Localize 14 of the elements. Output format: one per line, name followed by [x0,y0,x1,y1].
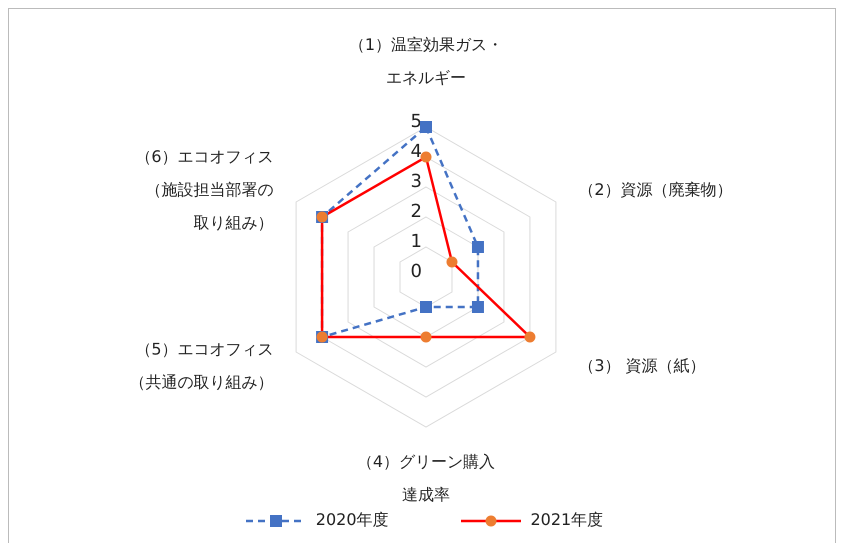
y-tick-label: 3 [410,171,422,192]
spoke-label: （3） 資源（紙） [578,356,706,375]
y-tick-label: 5 [410,111,422,132]
spoke-label: （2）資源（廃棄物） [578,180,733,199]
y-tick-label: 2 [410,201,422,222]
spoke-label: （6）エコオフィス（施設担当部署の取り組み） [135,147,274,232]
legend-label: 2021年度 [530,510,604,531]
spoke-label: （1）温室効果ガス・エネルギー [348,35,504,87]
y-tick-label: 1 [410,231,422,252]
y-tick-label: 0 [410,261,422,282]
spoke-label: （4）グリーン購入達成率 [356,452,496,504]
legend-label: 2020年度 [316,510,388,531]
spoke-label: （5）エコオフィス（共通の取り組み） [130,340,274,392]
y-tick-label: 4 [410,141,422,162]
